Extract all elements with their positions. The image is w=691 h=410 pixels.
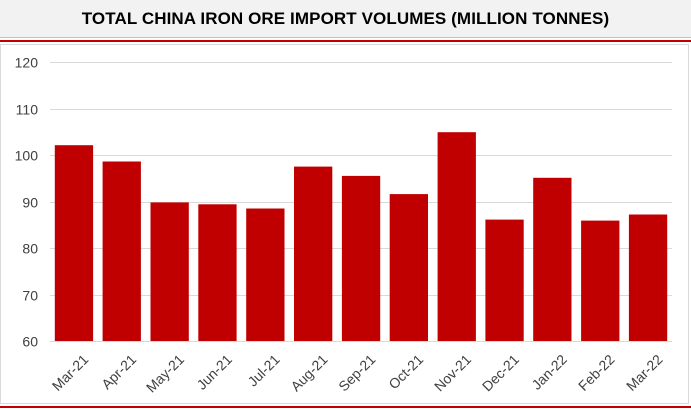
y-tick-label: 80 [22,241,38,257]
x-tick-label: Jan-22 [528,351,570,393]
bar-feb-22 [581,220,620,341]
x-tick-label: Aug-21 [287,351,330,394]
bar-dec-21 [485,219,524,341]
y-tick-label: 70 [22,288,38,304]
x-tick-label: Apr-21 [98,351,139,392]
bar-jul-21 [246,208,285,341]
bar-jan-22 [533,177,572,341]
bar-mar-22 [628,214,668,341]
x-tick-label: Mar-22 [623,351,666,394]
y-tick-label: 120 [15,55,39,71]
x-tick-label: Feb-22 [575,351,618,394]
x-tick-label: Sep-21 [335,351,378,394]
y-tick-label: 110 [16,102,39,118]
plot-frame [0,44,689,404]
y-tick-label: 100 [15,148,39,164]
bars [54,132,668,341]
x-tick-label: Jul-21 [244,351,282,389]
x-tick-label: Nov-21 [431,351,474,394]
x-tick-label: Mar-21 [49,351,92,394]
x-tick-label: Jun-21 [193,351,235,393]
x-tick-label: May-21 [143,351,187,395]
chart-title: TOTAL CHINA IRON ORE IMPORT VOLUMES (MIL… [81,8,610,28]
bar-oct-21 [389,194,428,341]
x-tick-label: Oct-21 [385,351,426,392]
bar-aug-21 [294,166,333,341]
bottom-rule [0,406,691,408]
bar-nov-21 [437,132,476,341]
bar-may-21 [150,202,189,341]
y-tick-label: 90 [22,195,38,211]
y-tick-label: 60 [22,334,38,350]
y-axis-ticks: 60 70 80 90 100 110 120 [15,55,39,350]
title-bar: TOTAL CHINA IRON ORE IMPORT VOLUMES (MIL… [0,0,691,38]
x-tick-label: Dec-21 [479,351,522,394]
title-underline [0,40,691,42]
bar-jun-21 [198,204,237,341]
bar-mar-21 [54,145,94,341]
x-axis-ticks: Mar-21 Apr-21 May-21 Jun-21 Jul-21 Aug-21 Sep-… [49,351,666,395]
bar-apr-21 [102,161,141,341]
bar-sep-21 [341,175,381,341]
